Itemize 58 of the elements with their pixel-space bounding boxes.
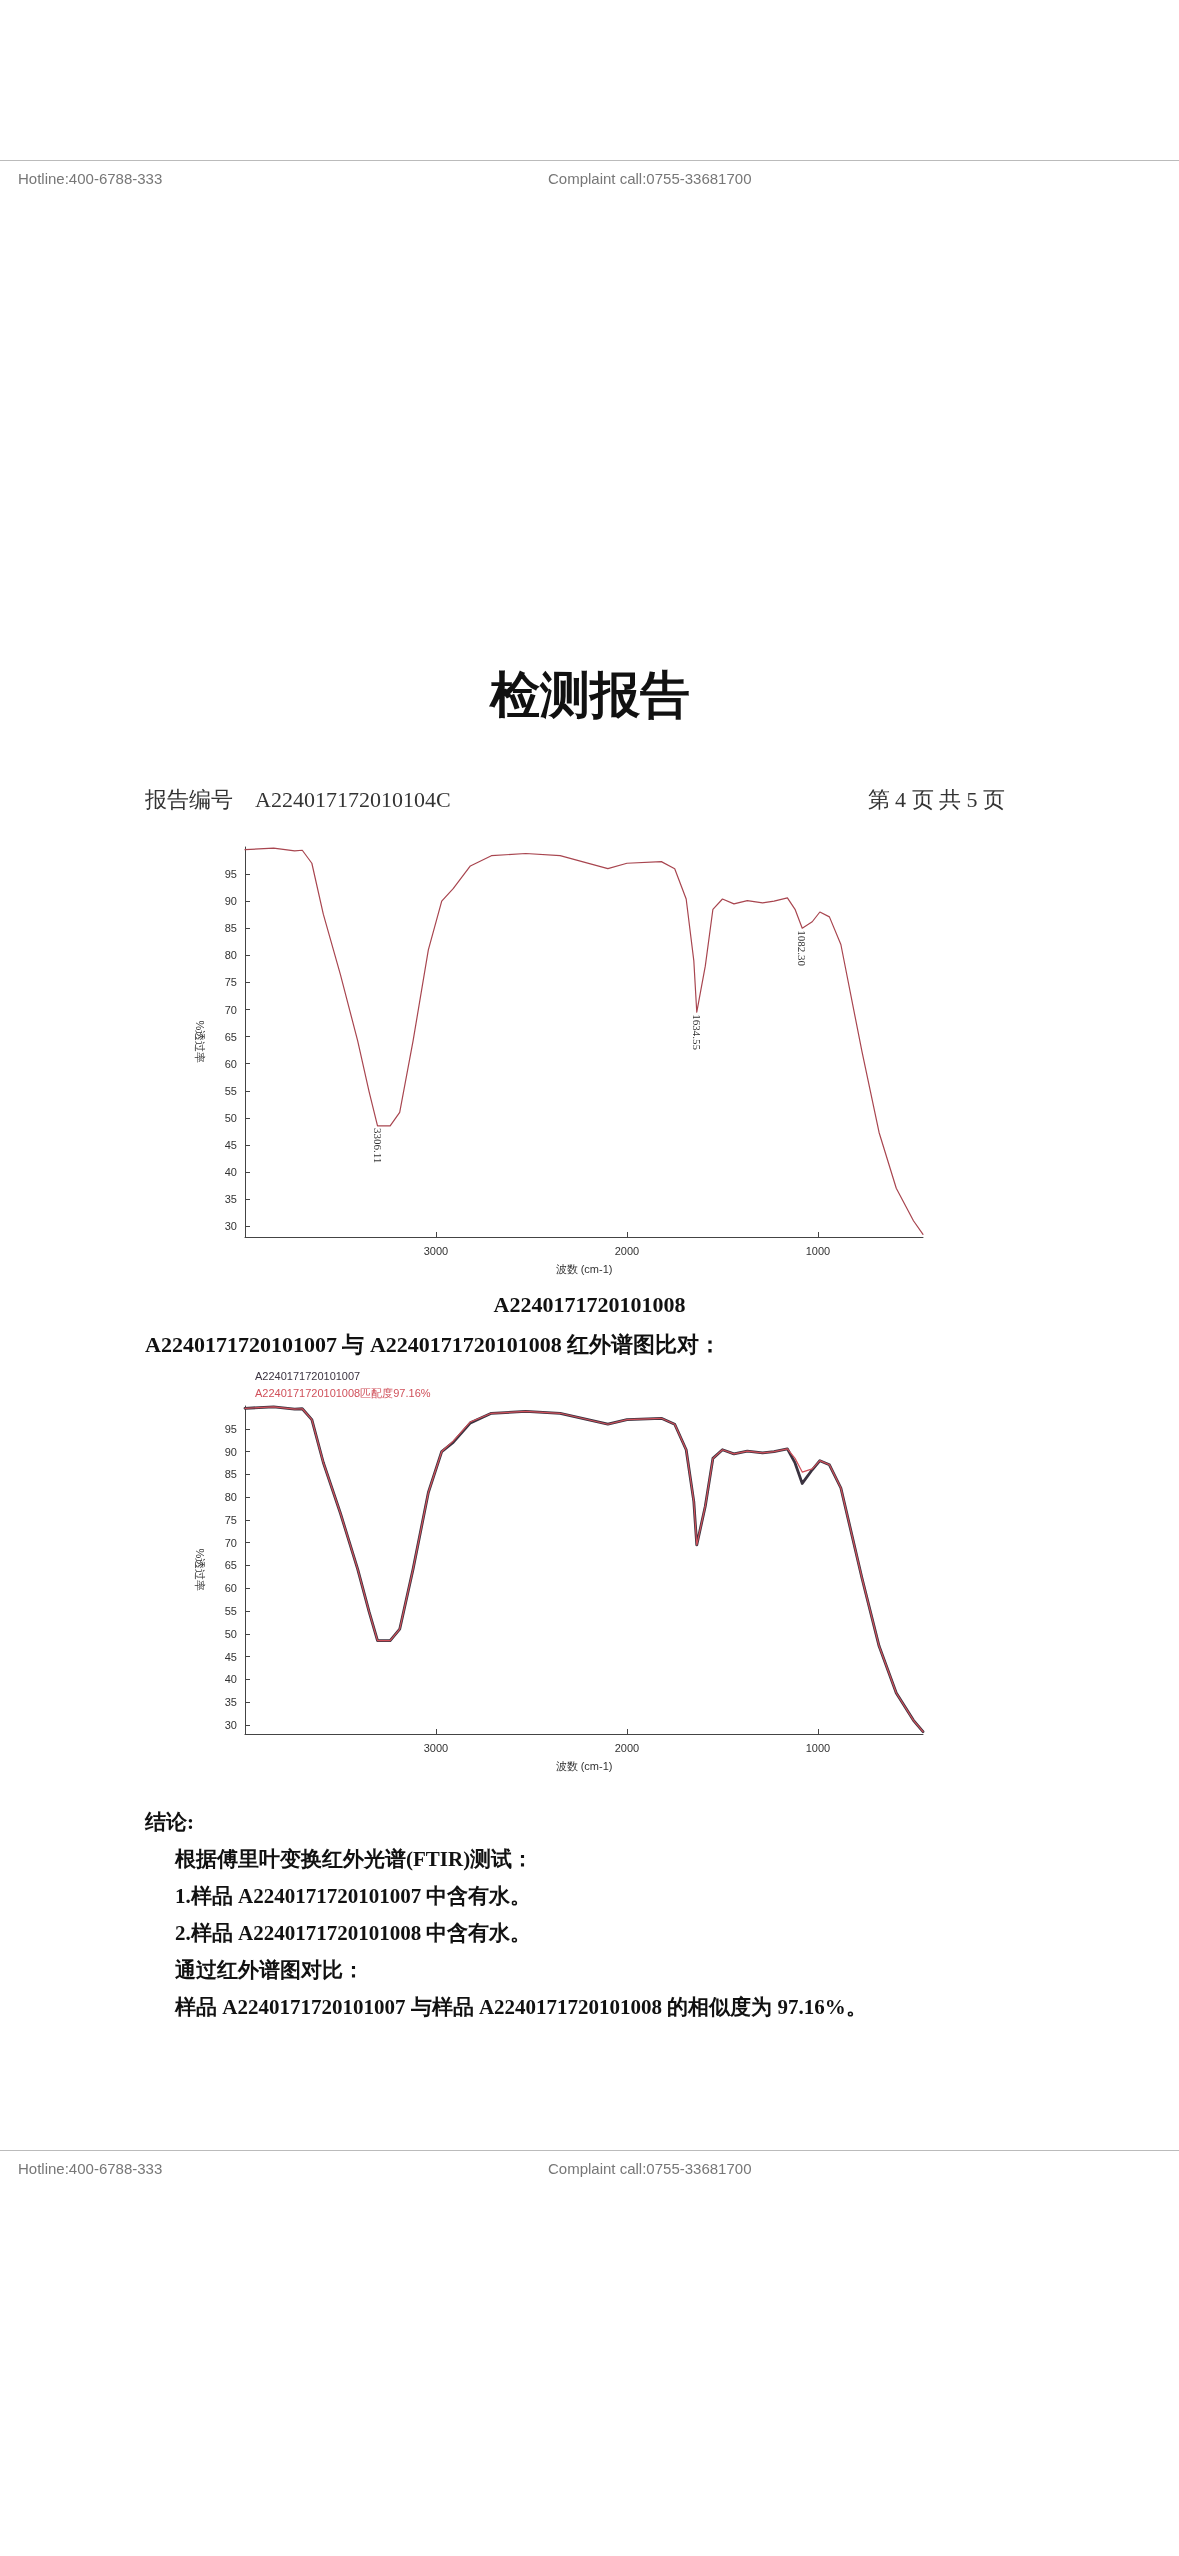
y-tick-label: 45 (224, 1650, 237, 1663)
text: 报告编号 A224017172010104C (145, 786, 451, 814)
text: Hotline:400-6788-333 (18, 2160, 163, 2177)
y-tick-label: 85 (224, 922, 237, 935)
y-tick-label: 75 (224, 1513, 237, 1526)
text: A2240171720101008 (492, 1292, 687, 1318)
y-tick-label: 90 (224, 1445, 237, 1458)
x-tick-label: 3000 (423, 1244, 449, 1257)
x-tick-label: 3000 (423, 1741, 449, 1754)
annotation: 1634.55 (690, 1014, 703, 1051)
x-tick-label: 1000 (805, 1244, 831, 1257)
y-tick-label: 50 (224, 1627, 237, 1640)
y-tick-label: 95 (224, 1422, 237, 1435)
text: 通过红外谱图对比： (175, 1957, 364, 1984)
y-tick-label: 40 (224, 1166, 237, 1178)
text: 样品 A2240171720101007 与样品 A2240171720101008 的相似度为 97.16%。 (175, 1994, 867, 2021)
y-tick-label: 90 (224, 895, 237, 908)
y-tick-label: 55 (224, 1084, 237, 1097)
y-tick-label: 30 (224, 1220, 237, 1233)
text: 结论: (145, 1809, 194, 1836)
x-tick-label: 2000 (614, 1741, 640, 1754)
text: 1.样品 A2240171720101007 中含有水。 (175, 1883, 532, 1910)
y-tick-label: 80 (224, 1491, 237, 1504)
y-tick-label: 70 (224, 1003, 237, 1016)
text: Complaint call:0755-33681700 (548, 170, 752, 187)
y-tick-label: 60 (224, 1582, 237, 1595)
y-tick-label: 65 (224, 1030, 237, 1043)
y-tick-label: 40 (224, 1673, 237, 1686)
y-tick-label: 55 (224, 1605, 237, 1617)
y-tick-label: 35 (224, 1696, 237, 1709)
y-tick-label: 75 (224, 976, 237, 989)
series-label: A2240171720101008匹配度97.16% (255, 1386, 431, 1399)
y-tick-label: 50 (224, 1111, 237, 1124)
text: 第 4 页 共 5 页 (867, 786, 1005, 814)
y-tick-label: 45 (224, 1138, 237, 1151)
y-tick-label: 70 (224, 1536, 237, 1549)
y-tick-label: 60 (224, 1057, 237, 1070)
y-tick-label: 95 (224, 868, 237, 881)
y-tick-label: 30 (224, 1718, 237, 1731)
y-tick-label: 85 (224, 1468, 237, 1481)
x-tick-label: 2000 (614, 1244, 640, 1257)
y-axis-title: %透过率 (193, 1548, 206, 1592)
annotation: 3306.11 (371, 1127, 384, 1164)
x-axis-title: 波数 (cm-1) (555, 1759, 613, 1772)
y-tick-label: 80 (224, 949, 237, 962)
chart-title: A2240171720101007 与 A2240171720101008 红外谱图比对： (145, 1331, 722, 1359)
x-tick-label: 1000 (805, 1741, 831, 1754)
y-tick-label: 65 (224, 1559, 237, 1572)
text: Hotline:400-6788-333 (18, 170, 163, 187)
text: 2.样品 A2240171720101008 中含有水。 (175, 1920, 532, 1947)
x-axis-title: 波数 (cm-1) (555, 1262, 613, 1275)
y-axis-title: %透过率 (193, 1020, 206, 1064)
text: A2240171720101007 (255, 1370, 361, 1382)
chart-title: 检测报告 (488, 666, 691, 725)
text: Complaint call:0755-33681700 (548, 2160, 752, 2177)
annotation: 1082.30 (796, 930, 809, 967)
text: 根据傅里叶变换红外光谱(FTIR)测试： (175, 1846, 534, 1873)
y-tick-label: 35 (224, 1193, 237, 1206)
